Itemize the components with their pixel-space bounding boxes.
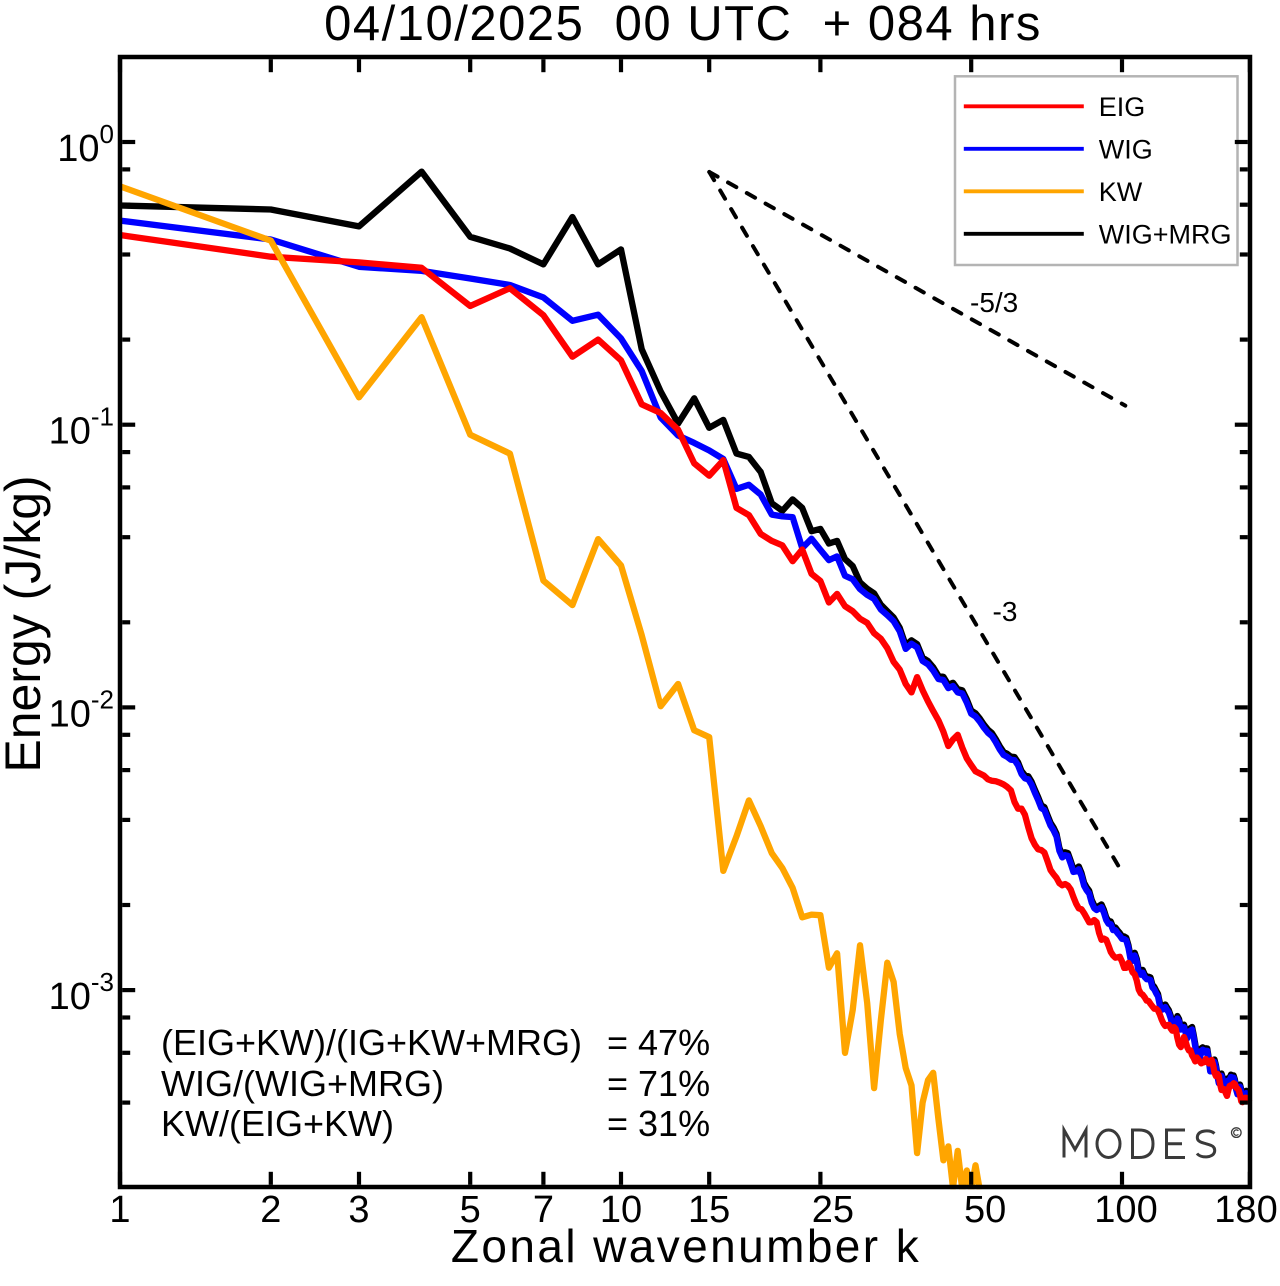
svg-text:100: 100 [1094,1189,1157,1231]
svg-text:1: 1 [109,1189,130,1231]
svg-text:-5/3: -5/3 [970,287,1018,318]
svg-text:3: 3 [348,1189,369,1231]
svg-text:-3: -3 [993,596,1018,627]
svg-text:10-1: 10-1 [49,402,114,453]
svg-text:Energy (J/kg): Energy (J/kg) [0,475,51,772]
svg-text:WIG: WIG [1099,135,1153,165]
svg-text:= 31%: = 31% [607,1103,710,1144]
svg-text:50: 50 [964,1189,1006,1231]
svg-text:10: 10 [600,1189,642,1231]
svg-text:25: 25 [812,1189,854,1231]
svg-text:100: 100 [57,119,114,170]
svg-text:EIG: EIG [1099,92,1146,122]
svg-text:KW/(EIG+KW): KW/(EIG+KW) [161,1103,394,1144]
svg-text:(EIG+KW)/(IG+KW+MRG): (EIG+KW)/(IG+KW+MRG) [161,1022,582,1063]
svg-text:5: 5 [460,1189,481,1231]
svg-text:WIG/(WIG+MRG): WIG/(WIG+MRG) [161,1063,444,1104]
svg-text:180: 180 [1214,1189,1277,1231]
svg-text:Zonal wavenumber k: Zonal wavenumber k [451,1220,921,1272]
svg-text:15: 15 [688,1189,730,1231]
svg-text:2: 2 [260,1189,281,1231]
svg-text:10-3: 10-3 [49,967,114,1018]
svg-text:= 71%: = 71% [607,1063,710,1104]
svg-text:10-2: 10-2 [49,684,114,735]
svg-text:7: 7 [533,1189,554,1231]
svg-text:04/10/2025 00 UTC + 084 hrs: 04/10/2025 00 UTC + 084 hrs [324,0,1042,51]
svg-text:= 47%: = 47% [607,1022,710,1063]
svg-text:KW: KW [1099,177,1143,207]
svg-text:WIG+MRG: WIG+MRG [1099,220,1232,250]
